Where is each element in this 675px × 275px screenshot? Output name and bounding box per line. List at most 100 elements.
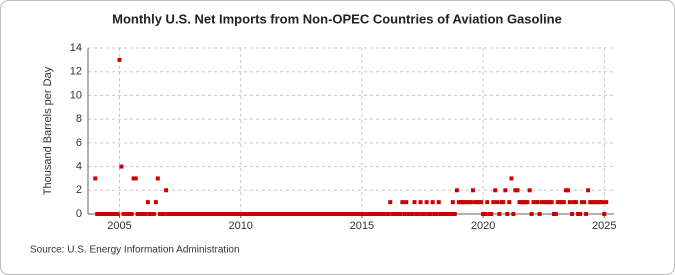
data-point bbox=[513, 188, 518, 193]
data-point bbox=[600, 200, 605, 205]
data-point bbox=[452, 212, 457, 216]
data-point bbox=[561, 200, 566, 205]
data-point bbox=[204, 212, 209, 216]
data-point bbox=[228, 212, 233, 216]
data-point bbox=[602, 212, 607, 216]
data-point bbox=[173, 212, 178, 216]
data-point bbox=[479, 200, 484, 205]
data-point bbox=[145, 200, 150, 205]
data-point bbox=[584, 212, 589, 216]
data-point bbox=[119, 164, 124, 169]
data-point bbox=[252, 212, 257, 216]
data-point bbox=[380, 212, 385, 216]
data-point bbox=[578, 212, 583, 216]
data-point bbox=[149, 212, 154, 216]
data-point bbox=[468, 200, 473, 205]
data-point bbox=[440, 212, 445, 216]
data-point bbox=[412, 200, 417, 205]
data-point bbox=[485, 200, 490, 205]
data-point bbox=[503, 188, 508, 193]
data-point bbox=[289, 212, 294, 216]
data-point bbox=[535, 200, 540, 205]
data-point bbox=[549, 200, 554, 205]
y-tick-label: 10 bbox=[70, 89, 82, 101]
data-point bbox=[580, 200, 585, 205]
data-point bbox=[198, 212, 203, 216]
data-point bbox=[416, 212, 421, 216]
data-point bbox=[155, 176, 160, 181]
data-point bbox=[129, 212, 134, 216]
data-point bbox=[515, 188, 520, 193]
data-point bbox=[592, 200, 597, 205]
x-tick-label: 2020 bbox=[471, 220, 495, 232]
data-point bbox=[450, 200, 455, 205]
data-point bbox=[404, 200, 409, 205]
data-point bbox=[489, 212, 494, 216]
data-point bbox=[270, 212, 275, 216]
source-note: Source: U.S. Energy Information Administ… bbox=[30, 245, 240, 256]
data-point bbox=[258, 212, 263, 216]
x-tick-label: 2015 bbox=[350, 220, 374, 232]
data-point bbox=[570, 212, 575, 216]
data-point bbox=[246, 212, 251, 216]
data-point bbox=[434, 212, 439, 216]
data-point bbox=[400, 200, 405, 205]
data-point bbox=[277, 212, 282, 216]
data-point bbox=[367, 212, 372, 216]
data-point bbox=[436, 200, 441, 205]
y-tick-label: 2 bbox=[76, 184, 82, 196]
data-point bbox=[402, 212, 407, 216]
data-point bbox=[543, 200, 548, 205]
data-point bbox=[470, 188, 475, 193]
y-axis-label: Thousand Barrels per Day bbox=[42, 66, 54, 195]
data-point bbox=[101, 212, 106, 216]
chart-title: Monthly U.S. Net Imports from Non-OPEC C… bbox=[112, 11, 562, 26]
data-point bbox=[507, 200, 512, 205]
data-point bbox=[295, 212, 300, 216]
data-point bbox=[222, 212, 227, 216]
data-point bbox=[525, 200, 530, 205]
data-point bbox=[161, 212, 166, 216]
data-point bbox=[531, 200, 536, 205]
data-point bbox=[240, 212, 245, 216]
data-point bbox=[361, 212, 366, 216]
data-point bbox=[388, 200, 393, 205]
data-point bbox=[567, 200, 572, 205]
data-point bbox=[143, 212, 148, 216]
data-point bbox=[586, 188, 591, 193]
x-tick-label: 2005 bbox=[107, 220, 131, 232]
data-point bbox=[446, 212, 451, 216]
data-point bbox=[319, 212, 324, 216]
data-point bbox=[210, 212, 215, 216]
data-point bbox=[301, 212, 306, 216]
data-point bbox=[582, 200, 587, 205]
data-point bbox=[505, 212, 510, 216]
data-point bbox=[537, 212, 542, 216]
data-point bbox=[410, 212, 415, 216]
data-point bbox=[555, 200, 560, 205]
data-point bbox=[131, 176, 136, 181]
data-point bbox=[153, 200, 158, 205]
data-point bbox=[343, 212, 348, 216]
data-point bbox=[216, 212, 221, 216]
data-point bbox=[476, 200, 481, 205]
data-point bbox=[553, 212, 558, 216]
data-point bbox=[598, 200, 603, 205]
data-point bbox=[164, 188, 169, 193]
data-point bbox=[386, 212, 391, 216]
data-point bbox=[167, 212, 172, 216]
data-point bbox=[495, 200, 500, 205]
y-tick-label: 0 bbox=[76, 208, 82, 220]
data-point bbox=[331, 212, 336, 216]
data-point bbox=[398, 212, 403, 216]
data-point bbox=[527, 188, 532, 193]
data-point bbox=[529, 212, 534, 216]
data-point bbox=[604, 200, 609, 205]
data-point bbox=[458, 200, 463, 205]
y-tick-label: 4 bbox=[76, 160, 82, 172]
data-point bbox=[355, 212, 360, 216]
data-point bbox=[234, 212, 239, 216]
data-point bbox=[464, 200, 469, 205]
data-point bbox=[418, 200, 423, 205]
